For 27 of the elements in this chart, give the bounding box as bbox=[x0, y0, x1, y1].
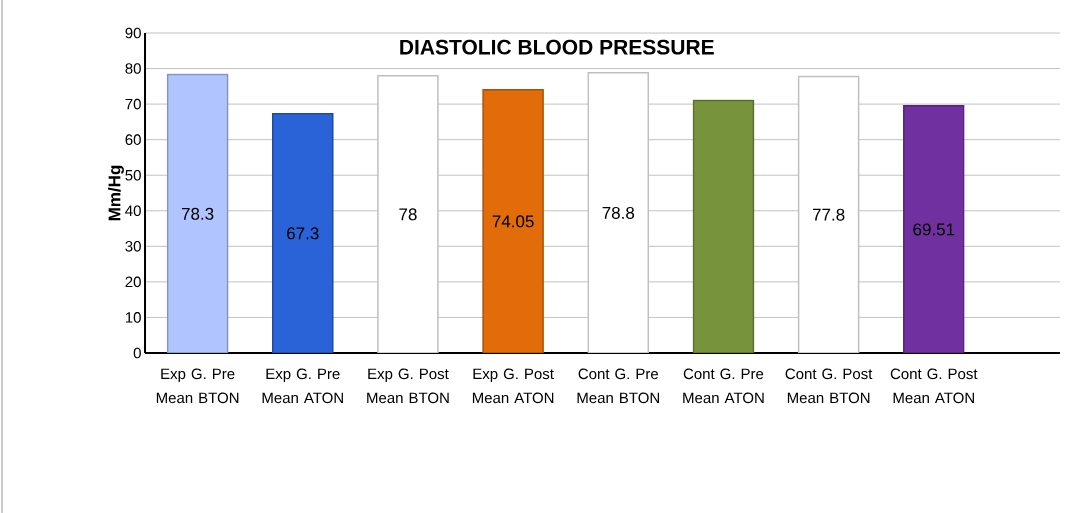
data-label: 78 bbox=[399, 208, 417, 221]
y-tick-label: 80 bbox=[125, 63, 141, 74]
x-tick-label: Cont G. Pre Mean ATON bbox=[683, 368, 764, 404]
data-label: 69.51 bbox=[913, 223, 955, 236]
y-tick-label: 30 bbox=[125, 241, 141, 252]
x-tick-label: Exp G. Pre Mean BTON bbox=[156, 368, 239, 404]
x-tick-label: Cont G. Pre Mean BTON bbox=[577, 368, 660, 404]
y-tick-label: 10 bbox=[125, 312, 141, 323]
y-tick-label: 70 bbox=[125, 98, 141, 110]
y-tick-label: 60 bbox=[125, 134, 141, 145]
x-tick-label: Cont G. Post Mean BTON bbox=[785, 368, 873, 404]
x-tick-label: Exp G. Post Mean ATON bbox=[472, 368, 554, 404]
y-tick-label: 90 bbox=[125, 27, 141, 39]
y-tick-label: 0 bbox=[133, 347, 141, 359]
data-label: 78.8 bbox=[602, 206, 635, 219]
x-tick-label: Exp G. Post Mean BTON bbox=[367, 368, 449, 404]
data-label: 77.8 bbox=[812, 208, 845, 221]
y-tick-label: 50 bbox=[125, 169, 141, 181]
data-label: 67.3 bbox=[287, 227, 319, 240]
y-tick-label: 40 bbox=[125, 205, 141, 217]
data-label: 74.05 bbox=[492, 215, 534, 228]
y-axis-title: Mm/Hg bbox=[108, 165, 124, 221]
chart-title: DIASTOLIC BLOOD PRESSURE bbox=[400, 39, 714, 55]
data-label: 78.3 bbox=[181, 207, 214, 220]
x-tick-label: Cont G. Post Mean ATON bbox=[890, 368, 978, 404]
x-tick-label: Exp G. Pre Mean ATON bbox=[262, 368, 343, 404]
y-tick-label: 20 bbox=[125, 276, 141, 288]
